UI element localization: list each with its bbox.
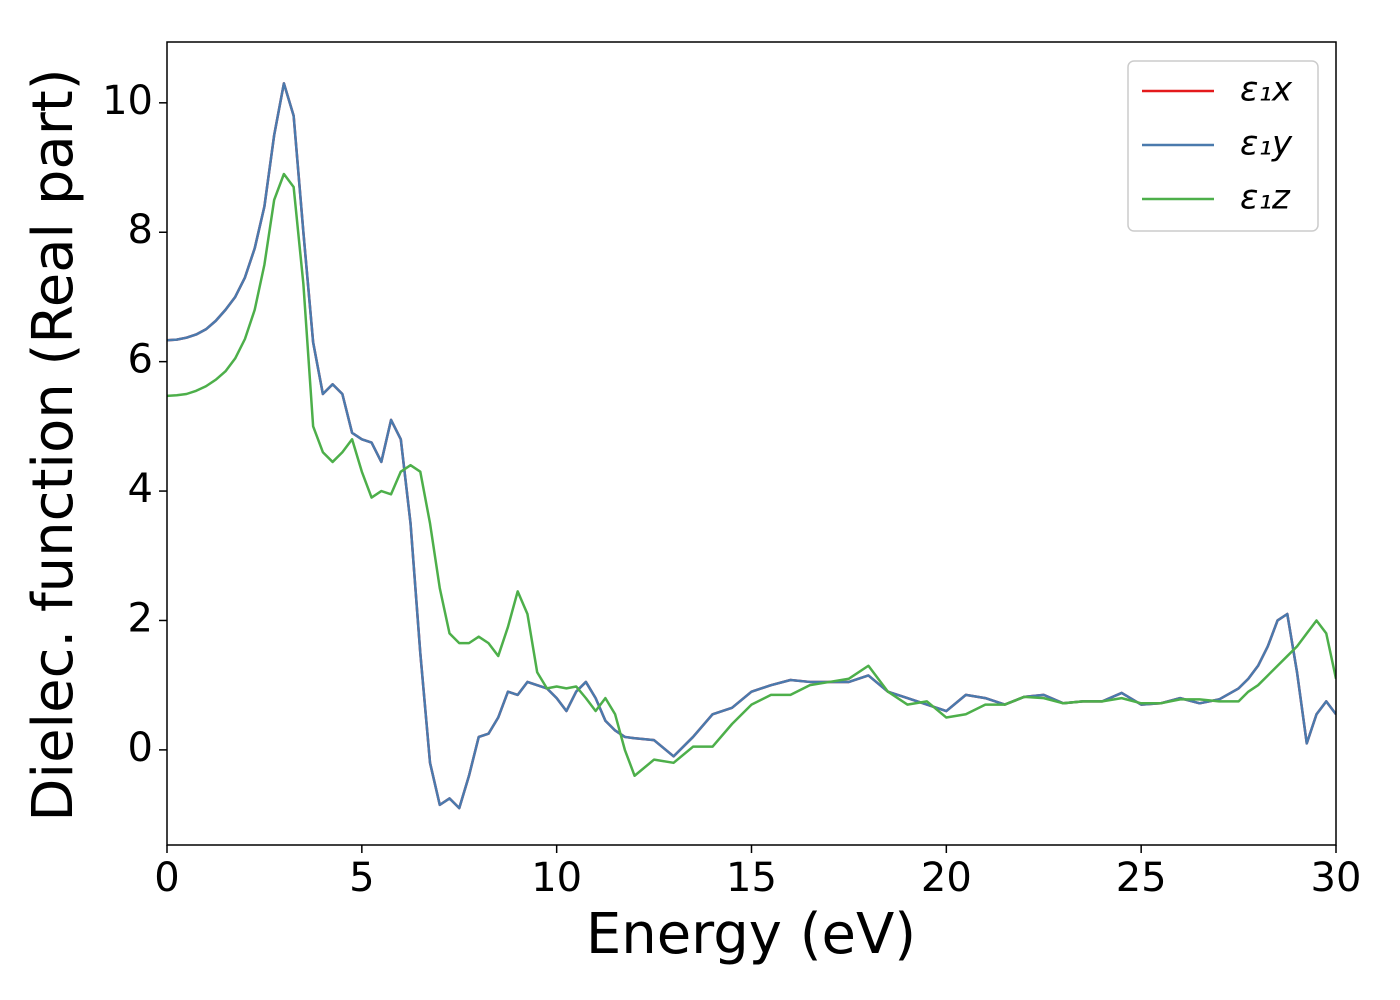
x-tick-label: 30 bbox=[1311, 855, 1362, 901]
x-tick-label: 20 bbox=[921, 855, 972, 901]
data-line bbox=[167, 172, 1336, 778]
y-tick-label: 2 bbox=[128, 595, 153, 641]
x-tick-label: 15 bbox=[726, 855, 777, 901]
y-tick-label: 8 bbox=[128, 207, 153, 253]
legend-label: ε₁z bbox=[1240, 178, 1291, 218]
plot-frame bbox=[166, 41, 1337, 846]
legend-label: ε₁y bbox=[1240, 124, 1293, 164]
y-axis-label: Dielec. function (Real part) bbox=[21, 68, 86, 821]
y-tick-label: 6 bbox=[128, 337, 153, 383]
y-tick-label: 10 bbox=[102, 78, 153, 124]
y-tick-label: 4 bbox=[128, 466, 153, 512]
x-axis-label: Energy (eV) bbox=[586, 902, 916, 967]
legend-box bbox=[1127, 60, 1319, 232]
x-tick-label: 10 bbox=[531, 855, 582, 901]
x-tick-label: 25 bbox=[1116, 855, 1167, 901]
x-tick-label: 5 bbox=[349, 855, 374, 901]
legend-label: ε₁x bbox=[1240, 70, 1293, 110]
x-tick-label: 0 bbox=[154, 855, 179, 901]
y-tick-label: 0 bbox=[128, 725, 153, 771]
